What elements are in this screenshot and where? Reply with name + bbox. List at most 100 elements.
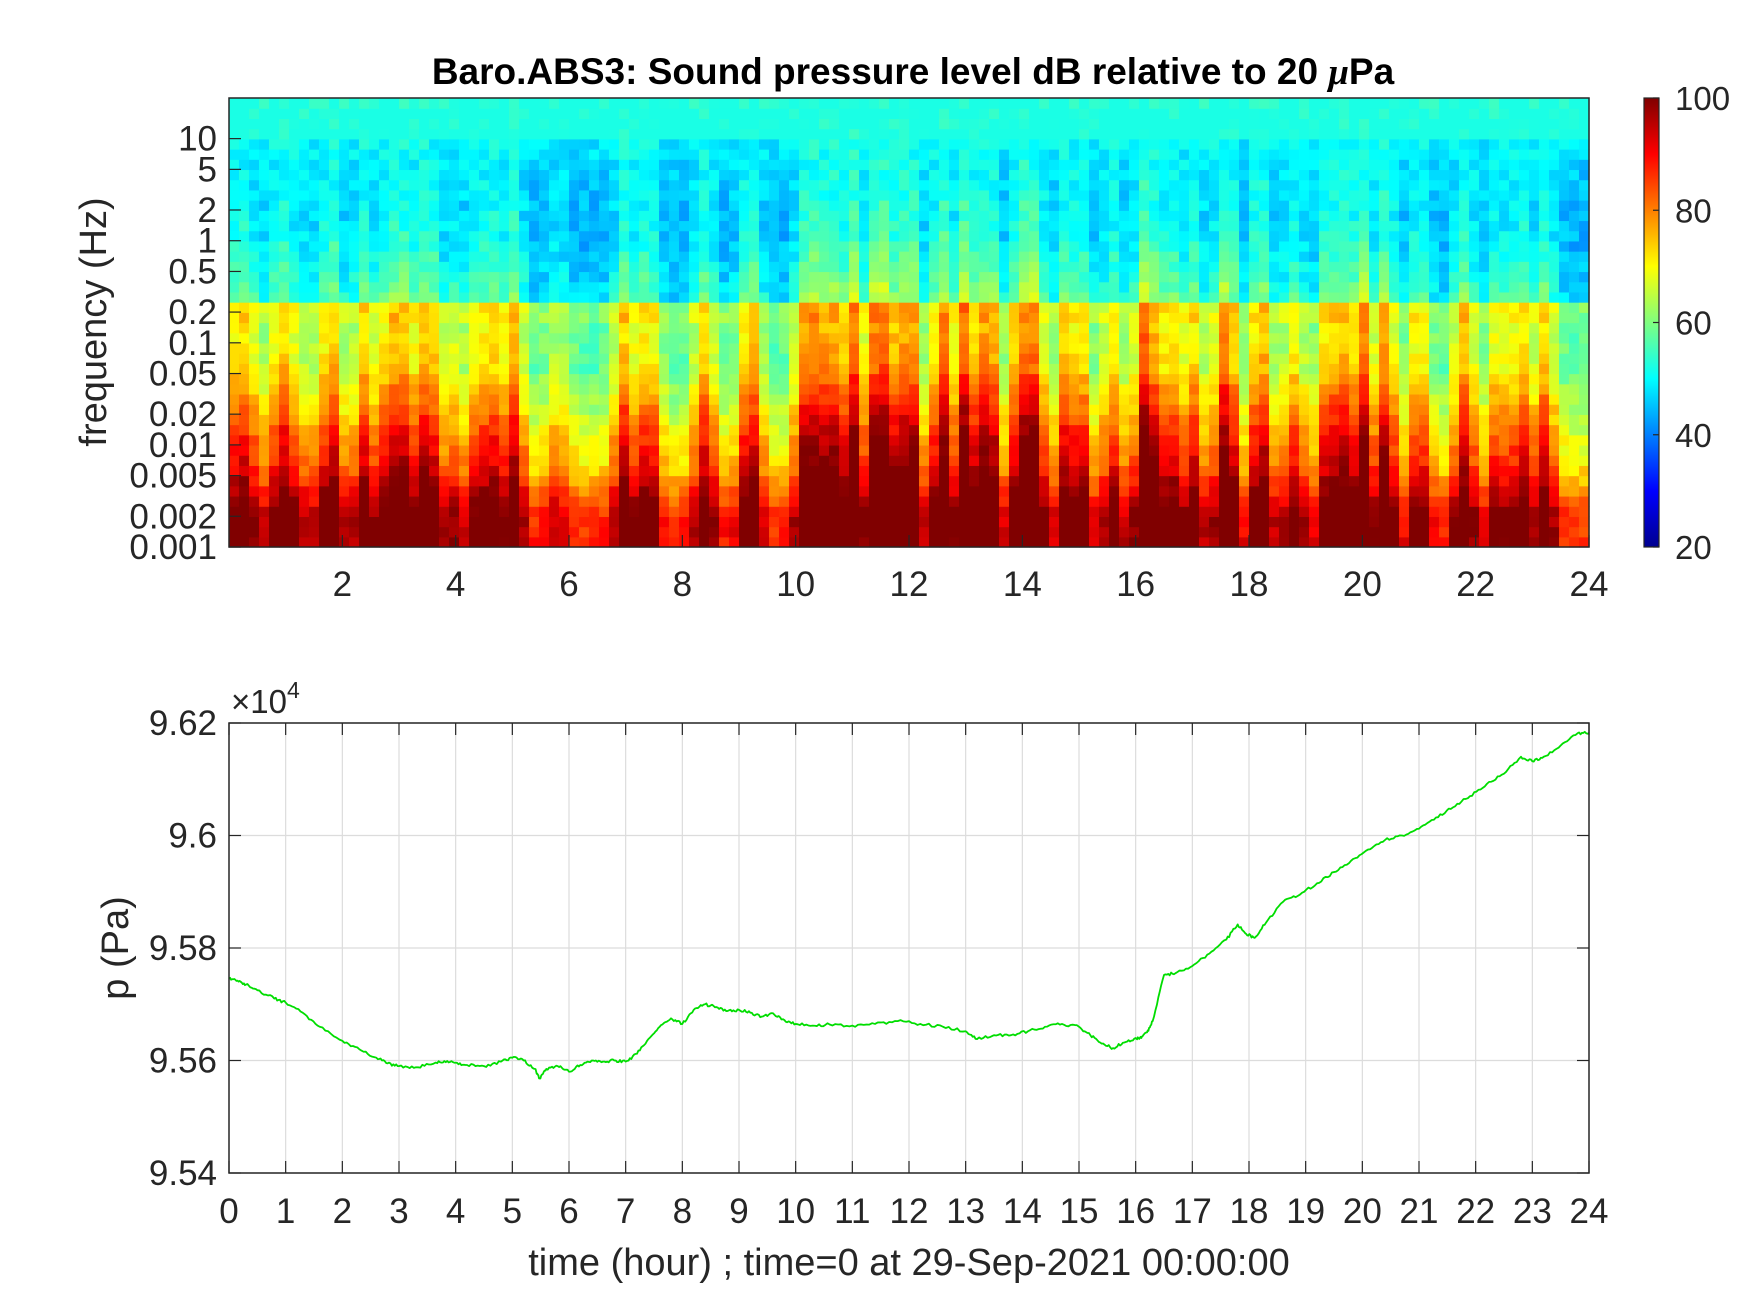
heatmap-cell [1079,516,1090,528]
heatmap-cell [1299,332,1310,344]
heatmap-cell [319,393,330,405]
heatmap-cell [1139,526,1150,538]
heatmap-cell [889,169,900,181]
heatmap-cell [639,332,650,344]
heatmap-cell [499,261,510,273]
heatmap-cell [1019,138,1030,150]
heatmap-cell [349,138,360,150]
heatmap-cell [529,465,540,477]
heatmap-cell [1129,434,1140,446]
heatmap-cell [239,220,250,232]
heatmap-cell [279,189,290,201]
heatmap-cell [969,383,980,395]
heatmap-cell [339,465,350,477]
heatmap-cell [769,251,780,262]
heatmap-cell [869,465,880,477]
heatmap-cell [879,128,890,140]
heatmap-cell [1119,200,1130,211]
heatmap-cell [1049,230,1060,242]
heatmap-cell [669,373,680,385]
heatmap-cell [659,495,670,507]
heatmap-cell [269,332,280,344]
heatmap-cell [289,251,300,262]
heatmap-cell [319,373,330,385]
heatmap-cell [459,220,470,232]
heatmap-cell [749,393,760,405]
heatmap-cell [939,526,950,538]
heatmap-cell [689,465,700,477]
heatmap-cell [1119,118,1130,130]
heatmap-cell [449,149,460,160]
heatmap-cell [949,220,960,232]
heatmap-cell [1059,506,1070,517]
heatmap-cell [1279,455,1290,466]
heatmap-cell [329,353,340,364]
heatmap-cell [1299,220,1310,232]
heatmap-cell [549,251,560,262]
heatmap-cell [1209,475,1220,487]
heatmap-cell [249,302,260,313]
heatmap-cell [1259,475,1270,487]
heatmap-cell [1289,536,1300,548]
heatmap-cell [539,118,550,130]
heatmap-cell [1079,118,1090,130]
heatmap-cell [789,444,800,456]
heatmap-cell [1189,149,1200,160]
heatmap-cell [329,220,340,232]
heatmap-cell [1279,526,1290,538]
heatmap-cell [919,414,930,426]
heatmap-cell [689,495,700,507]
heatmap-cell [719,240,730,252]
heatmap-cell [819,118,830,130]
heatmap-cell [349,506,360,517]
heatmap-cell [1159,149,1170,160]
heatmap-cell [739,383,750,395]
heatmap-cell [939,424,950,436]
heatmap-cell [989,465,1000,477]
heatmap-cell [1329,424,1340,436]
heatmap-cell [1249,291,1260,303]
heatmap-cell [829,383,840,395]
heatmap-cell [239,455,250,466]
heatmap-cell [1029,261,1040,273]
heatmap-cell [1219,189,1230,201]
heatmap-cell [439,383,450,395]
heatmap-cell [309,251,320,262]
heatmap-cell [309,118,320,130]
heatmap-cell [359,240,370,252]
heatmap-cell [1029,108,1040,119]
heatmap-cell [559,128,570,140]
heatmap-cell [869,495,880,507]
heatmap-cell [979,149,990,160]
heatmap-cell [989,485,1000,497]
heatmap-cell [459,373,470,385]
heatmap-cell [469,281,480,293]
heatmap-cell [239,485,250,497]
heatmap-cell [1269,485,1280,497]
heatmap-cell [769,393,780,405]
heatmap-cell [1299,363,1310,375]
heatmap-cell [429,200,440,211]
heatmap-cell [899,404,910,415]
heatmap-cell [309,424,320,436]
heatmap-cell [1349,475,1360,487]
heatmap-cell [1229,200,1240,211]
heatmap-cell [579,485,590,497]
heatmap-cell [1099,506,1110,517]
heatmap-cell [1269,261,1280,273]
heatmap-cell [579,118,590,130]
heatmap-cell [669,138,680,150]
heatmap-cell [1169,495,1180,507]
heatmap-cell [739,465,750,477]
heatmap-cell [1329,475,1340,487]
heatmap-cell [259,251,270,262]
heatmap-cell [919,393,930,405]
heatmap-cell [979,251,990,262]
heatmap-cell [319,128,330,140]
heatmap-cell [1309,210,1320,222]
heatmap-cell [269,302,280,313]
heatmap-cell [1229,281,1240,293]
heatmap-cell [689,322,700,334]
heatmap-cell [619,404,630,415]
heatmap-cell [1169,414,1180,426]
